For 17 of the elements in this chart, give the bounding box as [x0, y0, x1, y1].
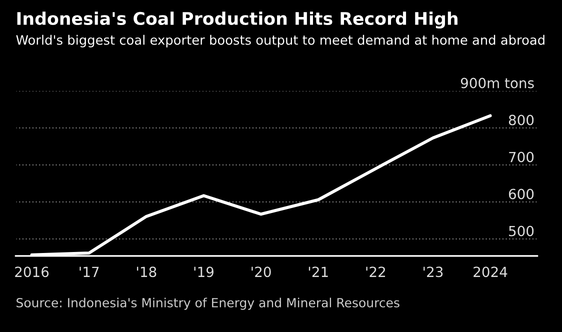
x-tick-label: '22 — [366, 266, 386, 277]
x-tick-label: '18 — [137, 266, 156, 278]
x-tick-label: '17 — [80, 266, 99, 277]
y-tick-label: 500 — [509, 226, 534, 236]
y-tick-label: 900m tons — [460, 78, 534, 88]
x-tick-label: '19 — [194, 266, 214, 278]
x-tick-label: 2016 — [15, 266, 49, 278]
chart-title: Indonesia's Coal Production Hits Record High — [17, 12, 458, 29]
x-tick-label: '20 — [252, 266, 271, 278]
y-tick-label: 700 — [509, 152, 534, 162]
x-tick-label: '23 — [424, 266, 443, 278]
y-tick-label: 600 — [508, 188, 534, 200]
chart-subtitle: World's biggest coal exporter boosts output to meet demand at home and abroad — [16, 34, 544, 48]
x-tick-label: 2024 — [474, 266, 508, 278]
source-note: Source: Indonesia's Ministry of Energy and Mineral Resources — [16, 298, 400, 310]
y-tick-label: 800 — [508, 114, 534, 126]
x-tick-label: '21 — [308, 266, 328, 277]
